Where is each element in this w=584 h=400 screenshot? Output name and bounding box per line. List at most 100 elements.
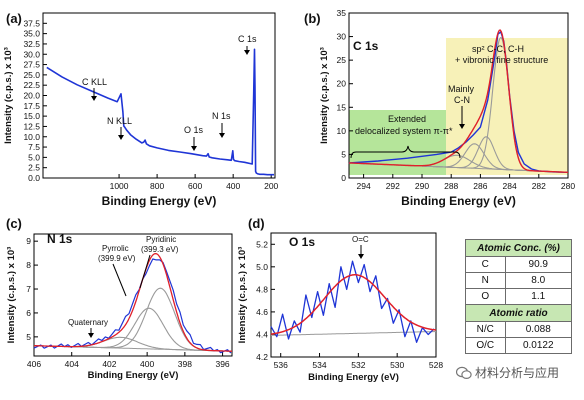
panel-b-title: C 1s xyxy=(353,39,379,53)
table-cell-element: O xyxy=(465,288,506,305)
o1s-data-line xyxy=(270,260,435,343)
annotation-pyrrolic-line2: (399.9 eV) xyxy=(98,254,136,263)
annotation-extended-line2: delocalized system π-π* xyxy=(355,126,453,136)
y-tick-label: 9 xyxy=(26,236,31,246)
o1s-background-line xyxy=(270,331,436,336)
x-tick-label: 536 xyxy=(274,360,288,370)
panel-d-annotations: O 1s O=C xyxy=(289,235,369,259)
x-tick-label: 292 xyxy=(386,181,400,191)
table-row: N 8.0 xyxy=(465,272,573,289)
annotation-o-1s: O 1s xyxy=(184,125,204,135)
sp2-region xyxy=(446,38,568,175)
panel-d-title: O 1s xyxy=(289,235,315,249)
table-header-atomic-ratio: Atomic ratio xyxy=(465,304,572,322)
table-cell-value: 0.088 xyxy=(504,321,573,338)
panel-a-letter: (a) xyxy=(6,11,22,26)
x-tick-label: 396 xyxy=(215,359,229,369)
table-cell-element: O/C xyxy=(465,337,506,354)
n1s-fit-line xyxy=(34,252,232,352)
x-tick-label: 286 xyxy=(473,181,487,191)
annotation-extended-line1: Extended xyxy=(388,114,426,124)
watermark: 材料分析与应用 xyxy=(456,364,559,381)
y-tick-label: 6 xyxy=(26,308,31,318)
y-tick-label: 5.2 xyxy=(256,239,268,249)
y-tick-label: 32.5 xyxy=(23,39,40,49)
y-tick-label: 20.0 xyxy=(23,91,40,101)
annotation-n-1s: N 1s xyxy=(212,111,231,121)
y-tick-label: 0.0 xyxy=(28,173,40,183)
table-cell-value: 90.9 xyxy=(504,256,573,273)
annotation-o-equals-c: O=C xyxy=(352,235,369,244)
x-tick-label: 400 xyxy=(226,181,240,191)
y-tick-label: 30 xyxy=(337,32,347,42)
table-header-atomic-conc: Atomic Conc. (%) xyxy=(465,239,572,257)
panel-b-frame xyxy=(348,12,569,179)
panel-b-annotations: C 1s sp² C-C, C-H + vibronic fine struct… xyxy=(350,39,548,159)
y-tick-label: 15.0 xyxy=(23,111,40,121)
y-tick-label: 8 xyxy=(26,260,31,270)
x-tick-label: 530 xyxy=(390,360,404,370)
table-cell-element: N xyxy=(465,272,506,289)
x-tick-label: 528 xyxy=(429,360,443,370)
y-tick-label: 35 xyxy=(337,8,347,18)
y-tick-label: 10 xyxy=(337,126,347,136)
x-tick-label: 532 xyxy=(351,360,365,370)
y-tick-label: 37.5 xyxy=(23,18,40,28)
x-tick-label: 200 xyxy=(264,181,278,191)
annotation-cn-line1: Mainly xyxy=(448,84,475,94)
wechat-icon xyxy=(456,366,472,379)
table-cell-element: N/C xyxy=(465,321,506,338)
table-row: C 90.9 xyxy=(465,256,573,273)
table-cell-element: C xyxy=(465,256,506,273)
y-tick-label: 30.0 xyxy=(23,49,40,59)
n1s-data-line xyxy=(33,258,232,354)
panel-d-frame xyxy=(270,232,437,358)
annotation-c-1s: C 1s xyxy=(238,34,257,44)
y-tick-label: 17.5 xyxy=(23,101,40,111)
panel-a-annotations: C KLL N KLL O 1s N 1s C 1s xyxy=(82,34,257,151)
panel-a-y-axis-label: Intensity (c.p.s.) x 10³ xyxy=(3,47,14,144)
panel-c-annotations: N 1s Pyrrolic (399.9 eV) Pyridinic (399.… xyxy=(47,232,179,338)
table-cell-value: 8.0 xyxy=(504,272,573,289)
y-tick-label: 2.5 xyxy=(28,163,40,173)
atomic-composition-table: Atomic Conc. (%) C 90.9 N 8.0 O 1.1 Atomic … xyxy=(465,239,573,354)
panel-c-letter: (c) xyxy=(6,216,22,231)
panel-c-y-axis-label: Intensity (c.p.s.) x 10³ xyxy=(6,247,17,344)
x-tick-label: 404 xyxy=(65,359,79,369)
x-tick-label: 1000 xyxy=(110,181,129,191)
annotation-pyridinic-line1: Pyridinic xyxy=(146,235,176,244)
annotation-pyridinic-line2: (399.3 eV) xyxy=(141,245,179,254)
annotation-c-kll: C KLL xyxy=(82,77,107,87)
survey-spectrum-line xyxy=(46,48,274,176)
x-tick-label: 600 xyxy=(188,181,202,191)
y-tick-label: 5 xyxy=(341,149,346,159)
extended-region-brace xyxy=(350,145,461,159)
panel-c-frame xyxy=(33,233,233,357)
panel-a-x-axis-label: Binding Energy (eV) xyxy=(102,194,217,208)
x-tick-label: 406 xyxy=(27,359,41,369)
table-cell-value: 1.1 xyxy=(504,288,573,305)
y-tick-label: 12.5 xyxy=(23,121,40,131)
y-tick-label: 5 xyxy=(26,332,31,342)
annotation-quaternary: Quaternary xyxy=(68,318,108,327)
y-tick-label: 0 xyxy=(341,173,346,183)
y-tick-label: 25 xyxy=(337,55,347,65)
y-tick-label: 5.0 xyxy=(256,262,268,272)
table-row: O 1.1 xyxy=(465,288,573,305)
y-tick-label: 35.0 xyxy=(23,29,40,39)
x-tick-label: 398 xyxy=(178,359,192,369)
x-tick-label: 400 xyxy=(140,359,154,369)
y-tick-label: 4.8 xyxy=(256,284,268,294)
y-tick-label: 7.5 xyxy=(28,142,40,152)
table-cell-value: 0.0122 xyxy=(504,337,573,354)
y-tick-label: 5.0 xyxy=(28,152,40,162)
x-tick-label: 534 xyxy=(312,360,326,370)
y-tick-label: 27.5 xyxy=(23,60,40,70)
o1s-fit-line xyxy=(270,274,437,335)
x-tick-label: 284 xyxy=(503,181,517,191)
y-tick-label: 20 xyxy=(337,79,347,89)
panel-b-letter: (b) xyxy=(304,11,321,26)
annotation-sp2-line1: sp² C-C, C-H xyxy=(472,44,524,54)
